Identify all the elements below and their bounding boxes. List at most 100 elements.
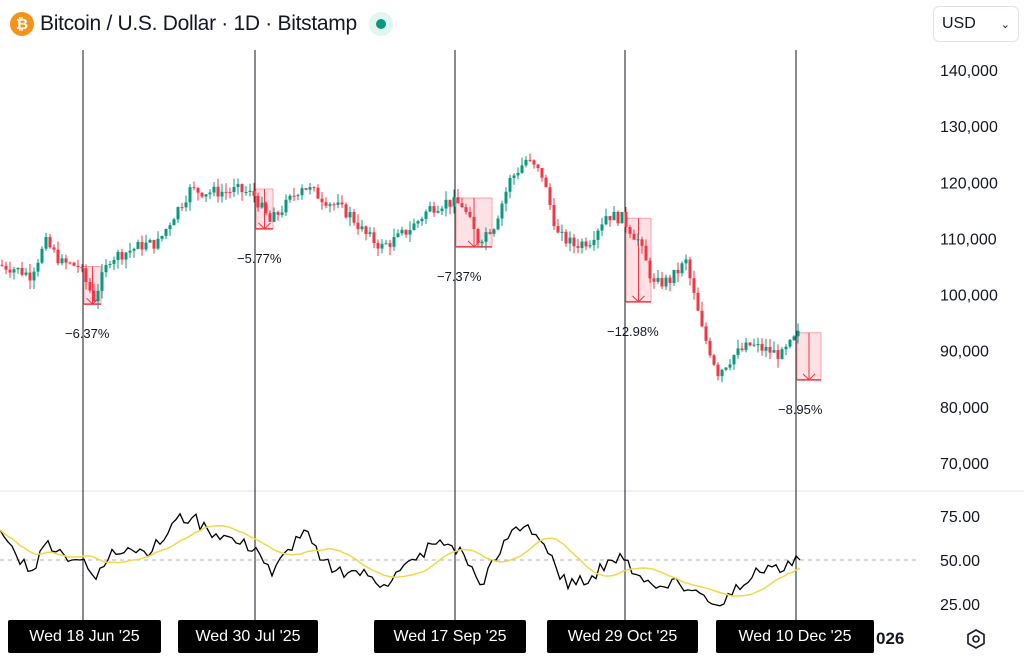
drawdown-percent-label: −5.77% xyxy=(237,251,282,266)
candle-body xyxy=(436,211,440,213)
candle-body xyxy=(348,212,352,218)
candle-body xyxy=(100,272,104,291)
candle-body xyxy=(184,202,188,208)
candle-body xyxy=(208,192,212,195)
bitcoin-logo-icon: ₿ xyxy=(10,12,34,36)
candle-body xyxy=(156,238,160,249)
candle-body xyxy=(640,239,644,246)
candle-body xyxy=(548,187,552,206)
candle-body xyxy=(252,190,256,196)
candle-body xyxy=(644,245,648,261)
candle-body xyxy=(60,258,64,264)
candle-body xyxy=(412,223,416,231)
candle-body xyxy=(264,202,268,214)
candle-body xyxy=(420,218,424,222)
candle-body xyxy=(108,263,112,265)
rsi-line xyxy=(0,512,801,607)
candle-body xyxy=(416,221,420,224)
market-status-icon[interactable] xyxy=(368,12,393,36)
candle-body xyxy=(212,186,216,193)
candle-body xyxy=(700,310,704,327)
candle-body xyxy=(636,239,640,241)
candle-body xyxy=(780,349,784,359)
candle-body xyxy=(300,188,304,196)
candle-body xyxy=(508,177,512,192)
candle-body xyxy=(80,267,84,269)
candle-body xyxy=(284,199,288,213)
candle-body xyxy=(8,269,12,273)
candle-body xyxy=(148,239,152,243)
candle-body xyxy=(684,259,688,264)
price-tick-label: 80,000 xyxy=(940,400,989,417)
candle-body xyxy=(752,344,756,346)
candle-body xyxy=(168,225,172,230)
candle-body xyxy=(528,159,532,161)
candle-body xyxy=(320,198,324,203)
candle-body xyxy=(36,262,40,272)
price-tick-label: 120,000 xyxy=(940,175,998,192)
chart-header: ₿ Bitcoin / U.S. Dollar · 1D · Bitstamp xyxy=(10,9,393,39)
candle-body xyxy=(388,243,392,247)
candle-body xyxy=(664,277,668,287)
price-tick-label: 70,000 xyxy=(940,456,989,473)
candle-body xyxy=(292,195,296,197)
candle-body xyxy=(344,204,348,218)
candle-body xyxy=(792,336,796,340)
candle-body xyxy=(96,290,100,302)
candle-body xyxy=(112,260,116,264)
candle-body xyxy=(172,219,176,226)
candle-body xyxy=(476,229,480,244)
candle-body xyxy=(732,355,736,365)
candle-body xyxy=(0,264,4,266)
candle-body xyxy=(444,199,448,209)
candle-body xyxy=(424,211,428,219)
price-tick-label: 140,000 xyxy=(940,63,998,80)
candle-body xyxy=(592,239,596,246)
candle-body xyxy=(720,369,724,377)
candle-body xyxy=(340,202,344,205)
candle-body xyxy=(104,264,108,273)
candle-body xyxy=(456,197,460,204)
price-tick-label: 100,000 xyxy=(940,288,998,305)
candle-body xyxy=(352,212,356,223)
candle-body xyxy=(564,231,568,244)
candle-body xyxy=(308,187,312,190)
settings-icon[interactable] xyxy=(965,628,987,650)
drawdown-percent-label: −12.98% xyxy=(607,324,659,339)
candle-body xyxy=(492,229,496,234)
candle-body xyxy=(576,246,580,248)
candle-body xyxy=(88,281,92,291)
candle-body xyxy=(652,278,656,282)
candle-body xyxy=(128,250,132,253)
candle-body xyxy=(176,207,180,220)
price-tick-label: 130,000 xyxy=(940,119,998,136)
candle-body xyxy=(244,191,248,193)
candle-body xyxy=(488,232,492,234)
candle-body xyxy=(28,272,32,281)
candle-body xyxy=(84,268,88,282)
candle-body xyxy=(16,267,20,270)
candle-body xyxy=(692,278,696,293)
candle-body xyxy=(152,239,156,249)
candle-body xyxy=(136,241,140,249)
candle-body xyxy=(56,249,60,264)
candle-body xyxy=(64,258,68,263)
candle-body xyxy=(448,199,452,207)
candle-body xyxy=(628,227,632,234)
candle-body xyxy=(68,262,72,264)
currency-select[interactable]: USD ⌄ xyxy=(933,6,1019,42)
candle-body xyxy=(560,231,564,233)
candle-body xyxy=(516,172,520,176)
candle-body xyxy=(520,165,524,173)
candle-body xyxy=(276,212,280,215)
candle-body xyxy=(296,195,300,197)
candle-body xyxy=(672,269,676,284)
candle-body xyxy=(748,342,752,346)
candle-body xyxy=(728,364,732,368)
candle-body xyxy=(120,252,124,260)
symbol-title[interactable]: Bitcoin / U.S. Dollar · 1D · Bitstamp xyxy=(40,12,357,35)
candle-body xyxy=(4,265,8,270)
candle-body xyxy=(272,212,276,222)
candle-body xyxy=(92,290,96,302)
